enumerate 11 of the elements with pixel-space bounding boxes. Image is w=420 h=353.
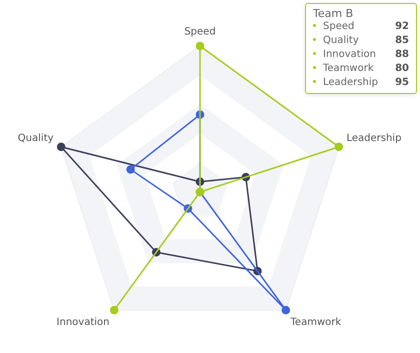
text: Teamwork 80 <box>323 63 409 74</box>
spoke-label: Teamwork <box>290 317 342 328</box>
spoke-label: Leadership <box>346 133 402 144</box>
spoke-label: Speed <box>184 26 216 38</box>
text: Team B <box>313 7 354 20</box>
text: Leadership 95 <box>323 77 409 88</box>
text: Innovation 88 <box>323 49 409 60</box>
text: Speed 92 <box>323 21 409 32</box>
text: Quality 85 <box>323 35 409 46</box>
spoke-label: Innovation <box>56 317 110 328</box>
spoke-label: Quality <box>18 133 54 144</box>
